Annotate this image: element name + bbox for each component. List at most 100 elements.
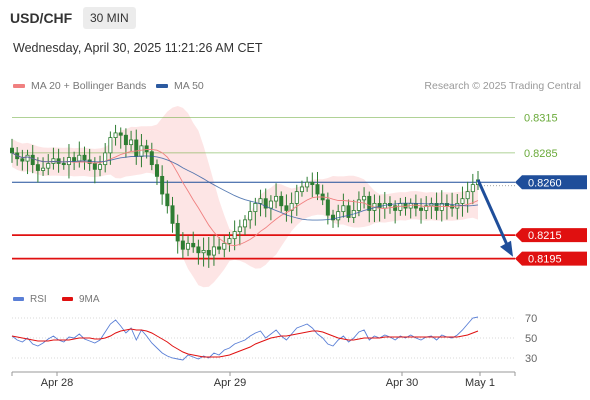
- candle-body: [341, 205, 346, 213]
- time-tick-apr-30: Apr 30: [386, 377, 418, 389]
- candle-body: [61, 163, 66, 166]
- candle-body: [336, 211, 341, 221]
- rsi-tick-50: 50: [525, 333, 537, 345]
- rsi-tick-70: 70: [525, 313, 537, 325]
- candle-body: [175, 222, 180, 242]
- level-label-0.8315: 0.8315: [524, 113, 558, 125]
- forecast-arrow-shaft: [476, 179, 509, 246]
- candle-body: [393, 205, 398, 211]
- candle-body: [41, 167, 46, 171]
- candle-body: [82, 154, 87, 161]
- candle-body: [186, 242, 191, 250]
- legend-rsi: RSI: [13, 294, 47, 305]
- candle-body: [263, 198, 268, 209]
- candle-body: [413, 202, 418, 209]
- candle-body: [325, 199, 330, 216]
- candle-body: [439, 202, 444, 211]
- ma20-swatch: [13, 84, 25, 89]
- candle-body: [367, 195, 372, 211]
- candle-body: [289, 202, 294, 211]
- candle-body: [279, 195, 284, 207]
- candle-body: [248, 211, 253, 221]
- rsi-tick-30: 30: [525, 353, 537, 365]
- bollinger-band: [12, 106, 478, 288]
- timeframe-button[interactable]: 30 MIN: [83, 7, 136, 29]
- candle-body: [180, 240, 185, 250]
- candle-body: [98, 164, 103, 170]
- candle-body: [331, 214, 336, 221]
- candle-body: [305, 181, 310, 188]
- candle-body: [242, 219, 247, 228]
- level-tag-0.8195: [515, 251, 587, 266]
- level-label-0.8285: 0.8285: [524, 148, 558, 160]
- candle-body: [134, 139, 139, 157]
- research-credit: Research © 2025 Trading Central: [424, 80, 581, 92]
- candle-body: [237, 226, 242, 232]
- top-bar: USD/CHF 30 MIN: [0, 0, 590, 36]
- candle-body: [56, 158, 61, 164]
- level-label-0.8215: 0.8215: [528, 230, 562, 242]
- candle-body: [310, 181, 315, 185]
- candle-body: [144, 145, 149, 153]
- candle-body: [66, 157, 71, 166]
- candle-body: [460, 198, 465, 204]
- candle-body: [222, 242, 227, 250]
- candles: [9, 124, 480, 268]
- candle-body: [196, 246, 201, 254]
- level-label-0.8260: 0.8260: [528, 177, 562, 189]
- candle-body: [227, 238, 232, 244]
- legend-ma50: MA 50: [156, 80, 204, 92]
- candle-body: [294, 191, 299, 204]
- candle-body: [201, 249, 206, 254]
- candle-body: [217, 246, 222, 250]
- candle-body: [362, 195, 367, 201]
- level-tag-0.8215: [515, 228, 587, 243]
- candle-body: [284, 205, 289, 211]
- candle-body: [46, 163, 51, 169]
- time-tick-apr-29: Apr 29: [214, 377, 246, 389]
- time-tick-apr-28: Apr 28: [41, 377, 73, 389]
- candle-body: [165, 193, 170, 207]
- candle-body: [346, 205, 351, 218]
- chart-datetime: Wednesday, April 30, 2025 11:21:26 AM CE…: [13, 41, 263, 55]
- candle-body: [232, 231, 237, 240]
- candle-body: [211, 246, 216, 256]
- candle-body: [20, 158, 25, 162]
- time-tick-may-1: May 1: [465, 377, 495, 389]
- rsi-swatch: [13, 297, 24, 302]
- candle-body: [25, 154, 30, 162]
- candle-body: [92, 163, 97, 170]
- candle-body: [9, 147, 14, 154]
- level-label-0.8195: 0.8195: [528, 254, 562, 266]
- legend-rsi-label: RSI: [30, 294, 47, 305]
- candle-body: [419, 207, 424, 211]
- candle-body: [72, 157, 77, 162]
- candle-body: [108, 137, 113, 154]
- candle-body: [206, 249, 211, 256]
- legend-ma50-label: MA 50: [174, 80, 204, 92]
- candle-body: [103, 152, 108, 166]
- candle-body: [299, 186, 304, 193]
- legend-ma20-label: MA 20 + Bollinger Bands: [31, 80, 147, 92]
- candle-body: [129, 139, 134, 146]
- candle-body: [123, 134, 128, 146]
- candle-body: [160, 175, 165, 195]
- candle-body: [113, 132, 118, 138]
- candle-body: [470, 184, 475, 193]
- candle-body: [258, 198, 263, 204]
- candle-body: [35, 164, 40, 171]
- rsi-series-rsi: [11, 316, 479, 361]
- ma50-swatch: [156, 84, 168, 89]
- candle-body: [139, 145, 144, 157]
- candle-body: [191, 242, 196, 248]
- candle-body: [253, 202, 258, 213]
- candle-body: [154, 164, 159, 177]
- candle-body: [149, 151, 154, 166]
- candle-body: [465, 191, 470, 200]
- ma50-line: [11, 152, 479, 221]
- candle-body: [30, 154, 35, 166]
- candle-body: [170, 205, 175, 224]
- candle-body: [356, 199, 361, 211]
- candle-body: [77, 154, 82, 162]
